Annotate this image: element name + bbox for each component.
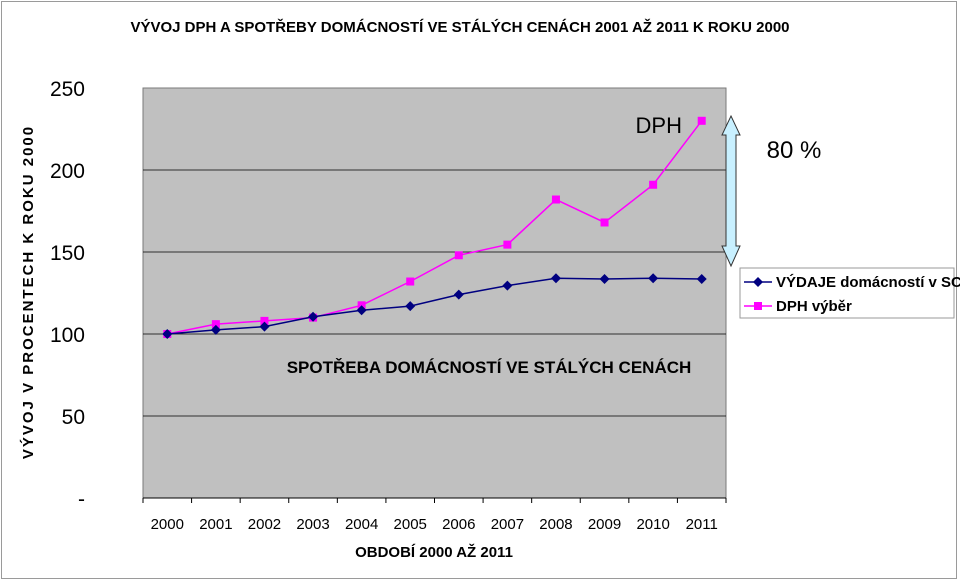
x-tick-label: 2005 [394,516,427,533]
x-tick-label: 2006 [442,516,475,533]
data-point [308,311,319,322]
series-diamond [162,273,707,339]
data-point [406,277,415,286]
data-point [259,321,270,332]
y-tick-label: 100 [50,324,85,347]
y-tick-label: 150 [50,242,85,265]
data-point [697,116,706,125]
y-tick-label: 50 [62,406,85,429]
data-point [356,305,367,316]
legend-label: DPH výběr [776,298,852,315]
y-tick-label: 250 [50,78,85,101]
plot-area [142,87,727,499]
x-tick-label: 2004 [345,516,378,533]
y-tick-label: 200 [50,160,85,183]
data-point [600,218,609,227]
x-axis-label: OBDOBÍ 2000 AŽ 2011 [355,543,513,561]
data-point [453,289,464,300]
series-line [167,277,702,335]
x-tick-label: 2011 [686,516,718,533]
chart-title: VÝVOJ DPH A SPOTŘEBY DOMÁCNOSTÍ VE STÁLÝ… [130,18,789,36]
legend-box [739,267,955,319]
x-tick-label: 2010 [636,516,669,533]
gridlines [143,169,726,417]
data-point [405,301,416,312]
legend-marker [753,277,763,287]
y-axis-label: VÝVOJ V PROCENTECH K ROKU 2000 [19,125,37,459]
data-point [502,280,513,291]
data-point [649,180,658,189]
x-tick-label: 2008 [539,516,572,533]
data-point [696,274,707,285]
data-point [454,251,463,260]
y-tick-label: - [78,488,85,511]
legend-marker [754,302,762,310]
data-point [503,240,512,249]
legend: VÝDAJE domácností v SC DPH výběr [744,273,960,315]
data-point [551,195,560,204]
y-axis-ticks: - 50 100 150 200 250 [50,78,85,511]
x-axis-ticks: 2000 2001 2002 2003 2004 2005 2006 2007 2008 2009… [142,498,727,533]
annotation-spotreba: SPOTŘEBA DOMÁCNOSTÍ VE STÁLÝCH CENÁCH [287,358,692,377]
double-arrow-icon [721,114,741,268]
annotation-dph: DPH [636,113,682,138]
x-tick-label: 2009 [588,516,621,533]
data-point [260,316,269,325]
data-point [210,324,221,335]
data-point [211,320,220,329]
data-point [162,329,173,339]
data-point [550,273,561,284]
series-line [167,120,703,335]
legend-label: VÝDAJE domácností v SC [776,273,960,291]
x-tick-label: 2001 [199,516,232,533]
annotation-gap: 80 % [767,137,822,164]
data-point [648,273,659,284]
x-tick-label: 2002 [248,516,281,533]
data-point [599,274,610,285]
series-layer [162,116,707,339]
x-tick-label: 2007 [491,516,524,533]
x-tick-label: 2003 [296,516,329,533]
x-tick-label: 2000 [151,516,184,533]
